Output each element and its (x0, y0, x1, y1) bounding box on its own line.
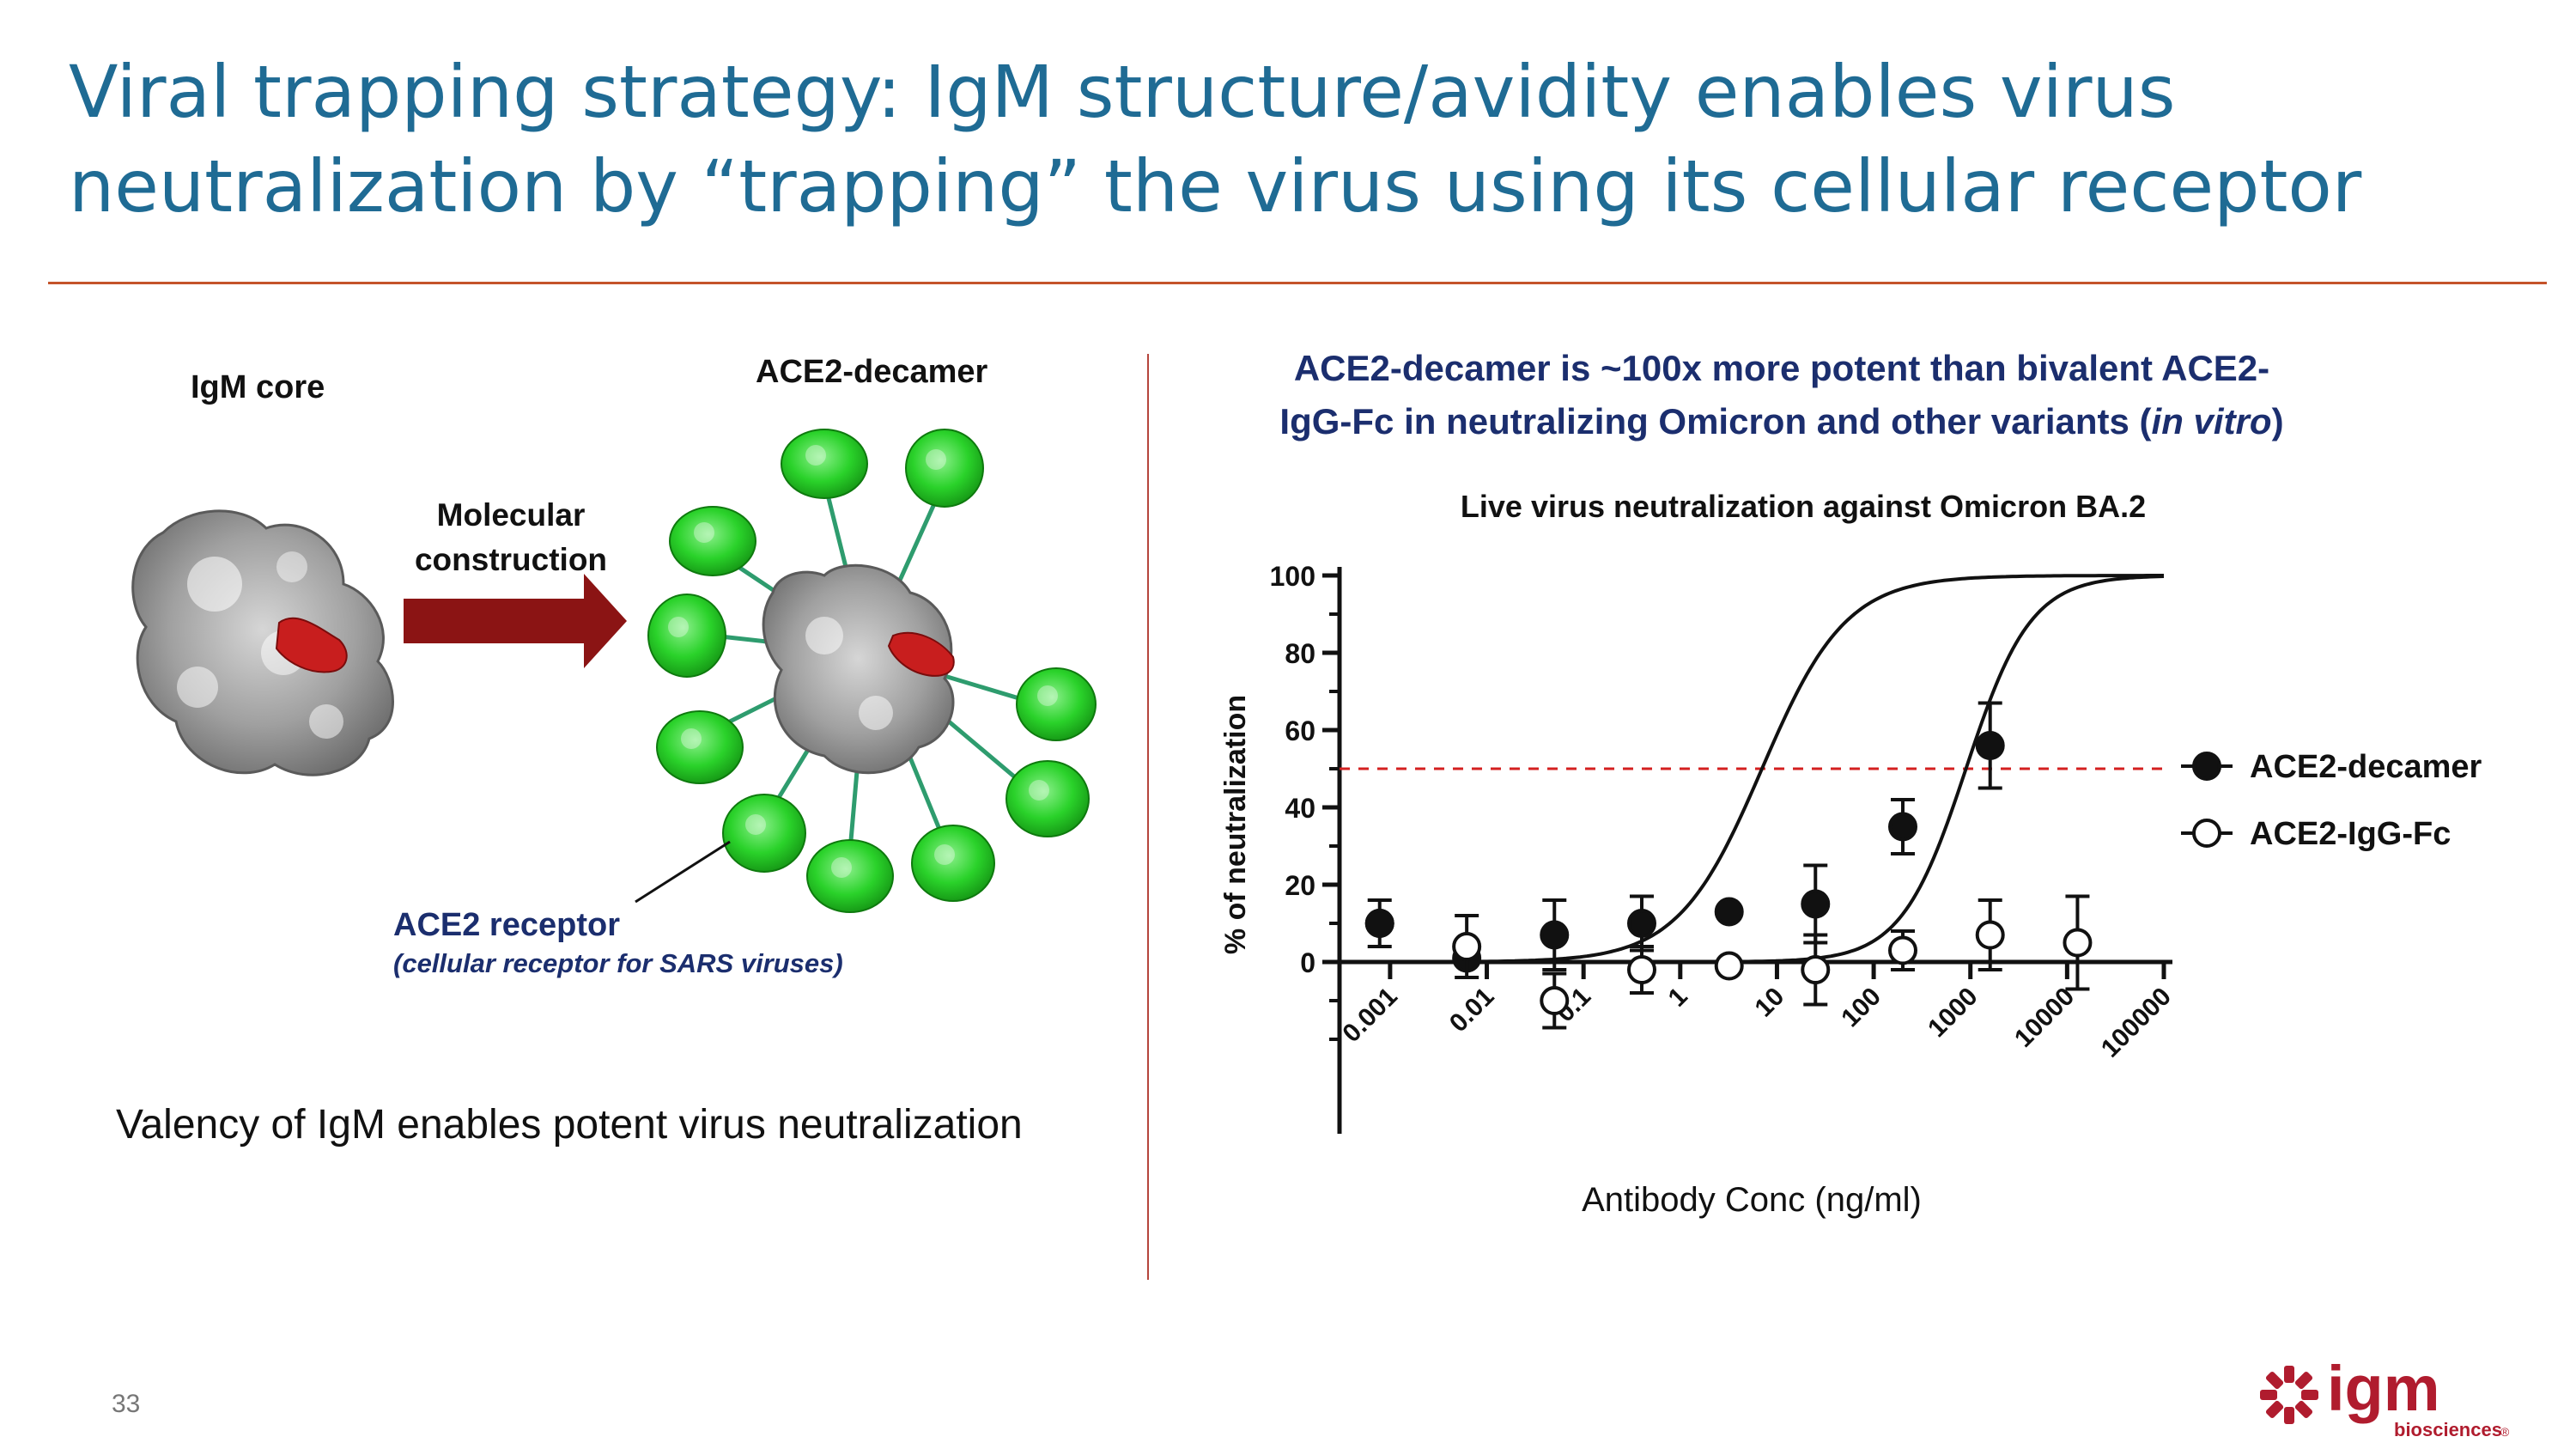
logo-subtext: biosciences (2394, 1419, 2502, 1440)
decamer-data-point (1364, 909, 1394, 938)
chart-heading-line2: IgG-Fc in neutralizing Omicron and other… (1219, 395, 2344, 448)
receptor-pointer-line (635, 840, 731, 904)
x-tick-label: 10 (1749, 983, 1789, 1023)
valency-statement: Valency of IgM enables potent virus neut… (116, 1102, 1023, 1148)
igg-fc-data-point (1887, 935, 1917, 965)
chart-heading-line2-b: ) (2271, 401, 2284, 441)
y-tick-label: 0 (1300, 947, 1315, 978)
y-axis-label: % of neutralization (1219, 695, 1252, 954)
vertical-divider (1147, 354, 1149, 1280)
x-tick-label: 1 (1663, 983, 1693, 1013)
legend-label: ACE2-decamer (2250, 749, 2482, 785)
x-tick-label: 100000 (2096, 983, 2177, 1063)
legend-marker (2192, 752, 2221, 781)
chart-heading-line1: ACE2-decamer is ~100x more potent than b… (1293, 348, 2270, 388)
y-tick-label: 20 (1285, 870, 1315, 901)
chart-heading: ACE2-decamer is ~100x more potent than b… (1219, 342, 2344, 448)
x-tick-label: 1000 (1923, 983, 1984, 1044)
chart-title: Live virus neutralization against Omicro… (1461, 489, 2146, 524)
slide-title-line1: Viral trapping strategy: IgM structure/a… (69, 50, 2176, 134)
igg-fc-data-point (1540, 986, 1570, 1015)
decamer-data-point (1975, 731, 2005, 760)
company-logo: igm biosciences ® (2260, 1354, 2510, 1440)
slide-title-line2: neutralization by “trapping” the virus u… (69, 144, 2362, 228)
igg-fc-data-point (1714, 951, 1744, 981)
igg-fc-data-point (1801, 955, 1831, 984)
y-tick-label: 100 (1270, 561, 1315, 592)
title-divider (48, 282, 2547, 284)
y-tick-label: 40 (1285, 793, 1315, 824)
page-number: 33 (112, 1390, 141, 1418)
igg-fc-data-point (1975, 920, 2005, 950)
ace2-receptor-label: ACE2 receptor (393, 907, 620, 943)
molecular-construction-label: Molecular construction (404, 493, 618, 582)
chart-heading-line2-a: IgG-Fc in neutralizing Omicron and other… (1279, 401, 2152, 441)
y-tick-label: 60 (1285, 715, 1315, 746)
ace2-decamer-label: ACE2-decamer (756, 354, 988, 390)
molecular-illustration (131, 429, 1097, 913)
logo-wordmark: igm (2327, 1354, 2440, 1424)
x-tick-label: 0.001 (1337, 983, 1402, 1048)
y-tick-label: 80 (1285, 638, 1315, 669)
igm-core-structure (131, 509, 394, 776)
decamer-data-point (1801, 889, 1831, 919)
legend-label: ACE2-IgG-Fc (2250, 816, 2451, 852)
x-tick-label: 100 (1836, 983, 1886, 1033)
x-axis-label: Antibody Conc (ng/ml) (1582, 1181, 1922, 1219)
x-tick-label: 0.01 (1444, 983, 1500, 1038)
logo-registered-mark: ® (2500, 1425, 2510, 1439)
slide-title: Viral trapping strategy: IgM structure/a… (69, 45, 2516, 234)
construction-arrow (404, 574, 627, 668)
legend-marker (2192, 819, 2221, 848)
ace2-decamer-structure (647, 429, 1097, 913)
decamer-data-point (1540, 920, 1570, 950)
igg-fc-data-point (2063, 928, 2093, 958)
ace2-receptor-sublabel: (cellular receptor for SARS viruses) (393, 948, 843, 978)
molecular-construction-line1: Molecular (436, 497, 586, 533)
molecular-construction-line2: construction (414, 542, 608, 577)
igm-core-label: IgM core (191, 369, 325, 405)
igg-fc-data-point (1452, 932, 1482, 961)
igg-fc-data-point (1626, 955, 1656, 984)
decamer-data-point (1626, 909, 1656, 938)
decamer-data-point (1887, 812, 1917, 842)
chart-heading-line2-italic: in vitro (2151, 401, 2272, 441)
neutralization-chart: Live virus neutralization against Omicro… (1219, 489, 2482, 1219)
x-tick-label: 10000 (2009, 983, 2080, 1053)
decamer-data-point (1714, 897, 1744, 927)
logo-star-icon (2260, 1366, 2318, 1424)
